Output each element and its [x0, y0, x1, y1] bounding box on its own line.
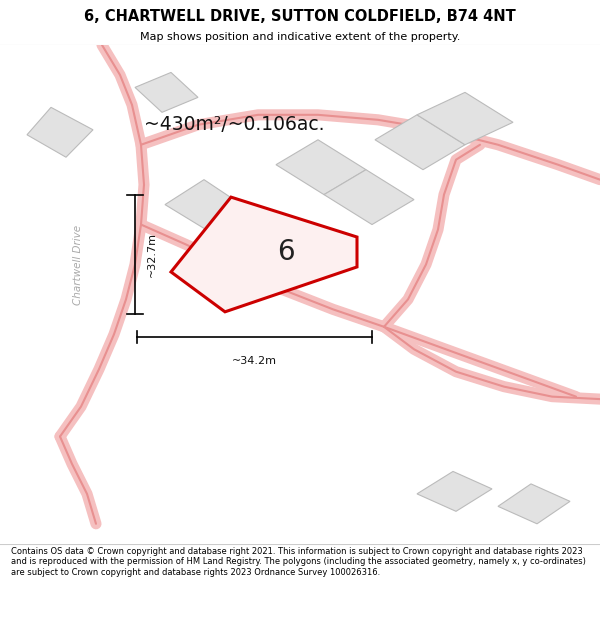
Text: ~34.2m: ~34.2m [232, 356, 277, 366]
Polygon shape [324, 169, 414, 224]
Polygon shape [210, 209, 297, 262]
Text: Map shows position and indicative extent of the property.: Map shows position and indicative extent… [140, 31, 460, 41]
Polygon shape [375, 115, 465, 169]
Text: ~430m²/~0.106ac.: ~430m²/~0.106ac. [144, 115, 324, 134]
Polygon shape [276, 140, 366, 194]
Polygon shape [27, 107, 93, 158]
Text: Contains OS data © Crown copyright and database right 2021. This information is : Contains OS data © Crown copyright and d… [11, 547, 586, 577]
Text: 6, CHARTWELL DRIVE, SUTTON COLDFIELD, B74 4NT: 6, CHARTWELL DRIVE, SUTTON COLDFIELD, B7… [84, 9, 516, 24]
Polygon shape [135, 72, 198, 112]
Text: 6: 6 [277, 238, 295, 266]
Polygon shape [165, 179, 249, 232]
Polygon shape [417, 92, 513, 145]
Polygon shape [171, 197, 357, 312]
Text: ~32.7m: ~32.7m [147, 232, 157, 277]
Polygon shape [498, 484, 570, 524]
Text: Chartwell Drive: Chartwell Drive [73, 224, 83, 304]
Polygon shape [417, 471, 492, 511]
